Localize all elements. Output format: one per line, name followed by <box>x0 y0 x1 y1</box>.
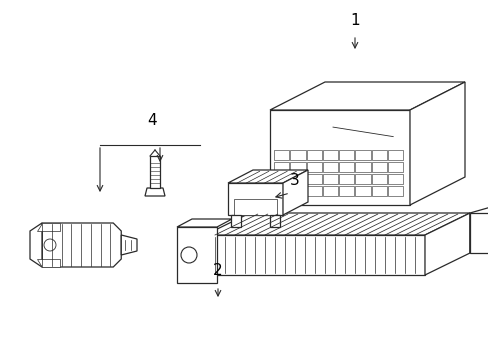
Polygon shape <box>37 259 60 267</box>
Polygon shape <box>269 110 409 205</box>
Polygon shape <box>269 215 280 227</box>
Polygon shape <box>227 170 307 183</box>
Polygon shape <box>409 82 464 205</box>
Polygon shape <box>230 215 241 227</box>
Text: 4: 4 <box>147 113 157 128</box>
Text: 1: 1 <box>349 13 359 28</box>
Text: 3: 3 <box>289 173 299 188</box>
Polygon shape <box>177 227 217 283</box>
Polygon shape <box>145 188 164 196</box>
Polygon shape <box>150 156 160 188</box>
Polygon shape <box>177 219 231 227</box>
Polygon shape <box>37 223 60 231</box>
Text: 2: 2 <box>213 263 223 278</box>
Polygon shape <box>30 223 42 267</box>
Polygon shape <box>227 183 283 215</box>
Polygon shape <box>42 223 121 267</box>
Polygon shape <box>234 199 276 215</box>
Polygon shape <box>469 205 488 253</box>
Polygon shape <box>283 170 307 215</box>
Polygon shape <box>204 213 469 235</box>
Polygon shape <box>269 82 464 110</box>
Polygon shape <box>121 235 137 255</box>
Polygon shape <box>204 235 424 275</box>
Polygon shape <box>424 213 469 275</box>
Polygon shape <box>469 213 488 253</box>
